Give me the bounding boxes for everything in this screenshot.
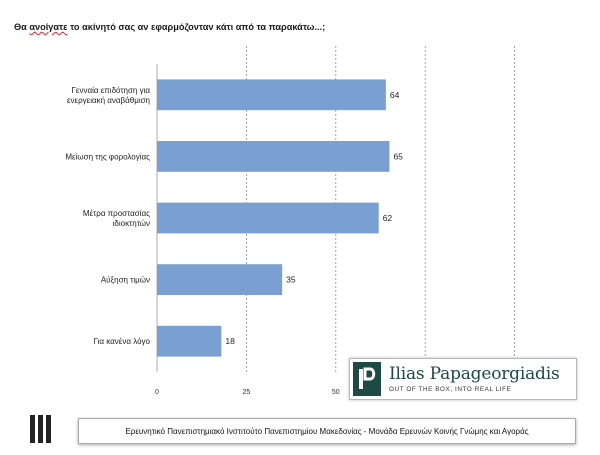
category-label: Για κανένα λόγο	[94, 337, 151, 346]
data-label: 62	[383, 213, 393, 223]
brand-banner: Ilias Papageorgiadis OUT OF THE BOX, INT…	[349, 358, 577, 400]
x-tick-label: 50	[332, 389, 340, 396]
category-label: Μέτρα προστασίας ιδιοκτητών	[83, 209, 150, 228]
data-label: 65	[393, 151, 403, 161]
bar	[157, 202, 379, 234]
data-label: 64	[390, 90, 400, 100]
bar	[157, 79, 386, 111]
question-text-end: το ακίνητό σας αν εφαρμόζονταν κάτι από …	[67, 22, 326, 32]
x-tick-label: 0	[155, 389, 159, 396]
data-label: 35	[286, 275, 296, 285]
category-label: Μείωση της φορολογίας	[65, 152, 150, 161]
x-tick-label: 25	[243, 389, 251, 396]
question-text-start: Θα	[14, 22, 30, 32]
category-label: Γενναία επιδότηση για ενεργειακή αναβάθμι…	[67, 86, 150, 105]
data-label: 18	[225, 336, 235, 346]
question-misspelled-word: ανοίγατε	[29, 22, 68, 32]
university-bars-icon	[30, 415, 56, 443]
brand-tagline: OUT OF THE BOX, INTO REAL LIFE	[389, 385, 512, 393]
category-label: Αύξηση τιμών	[101, 276, 150, 285]
footer-text: Ερευνητικό Πανεπιστημιακό Ινστιτούτο Παν…	[125, 426, 529, 436]
footer-banner: Ερευνητικό Πανεπιστημιακό Ινστιτούτο Παν…	[78, 418, 576, 444]
bar	[157, 141, 390, 172]
ip-monogram-icon	[353, 362, 381, 396]
brand-name: Ilias Papageorgiadis	[389, 363, 560, 384]
bar	[157, 264, 283, 295]
bar	[157, 325, 222, 357]
question-title: Θα ανοίγατε το ακίνητό σας αν εφαρμόζοντ…	[14, 22, 574, 32]
